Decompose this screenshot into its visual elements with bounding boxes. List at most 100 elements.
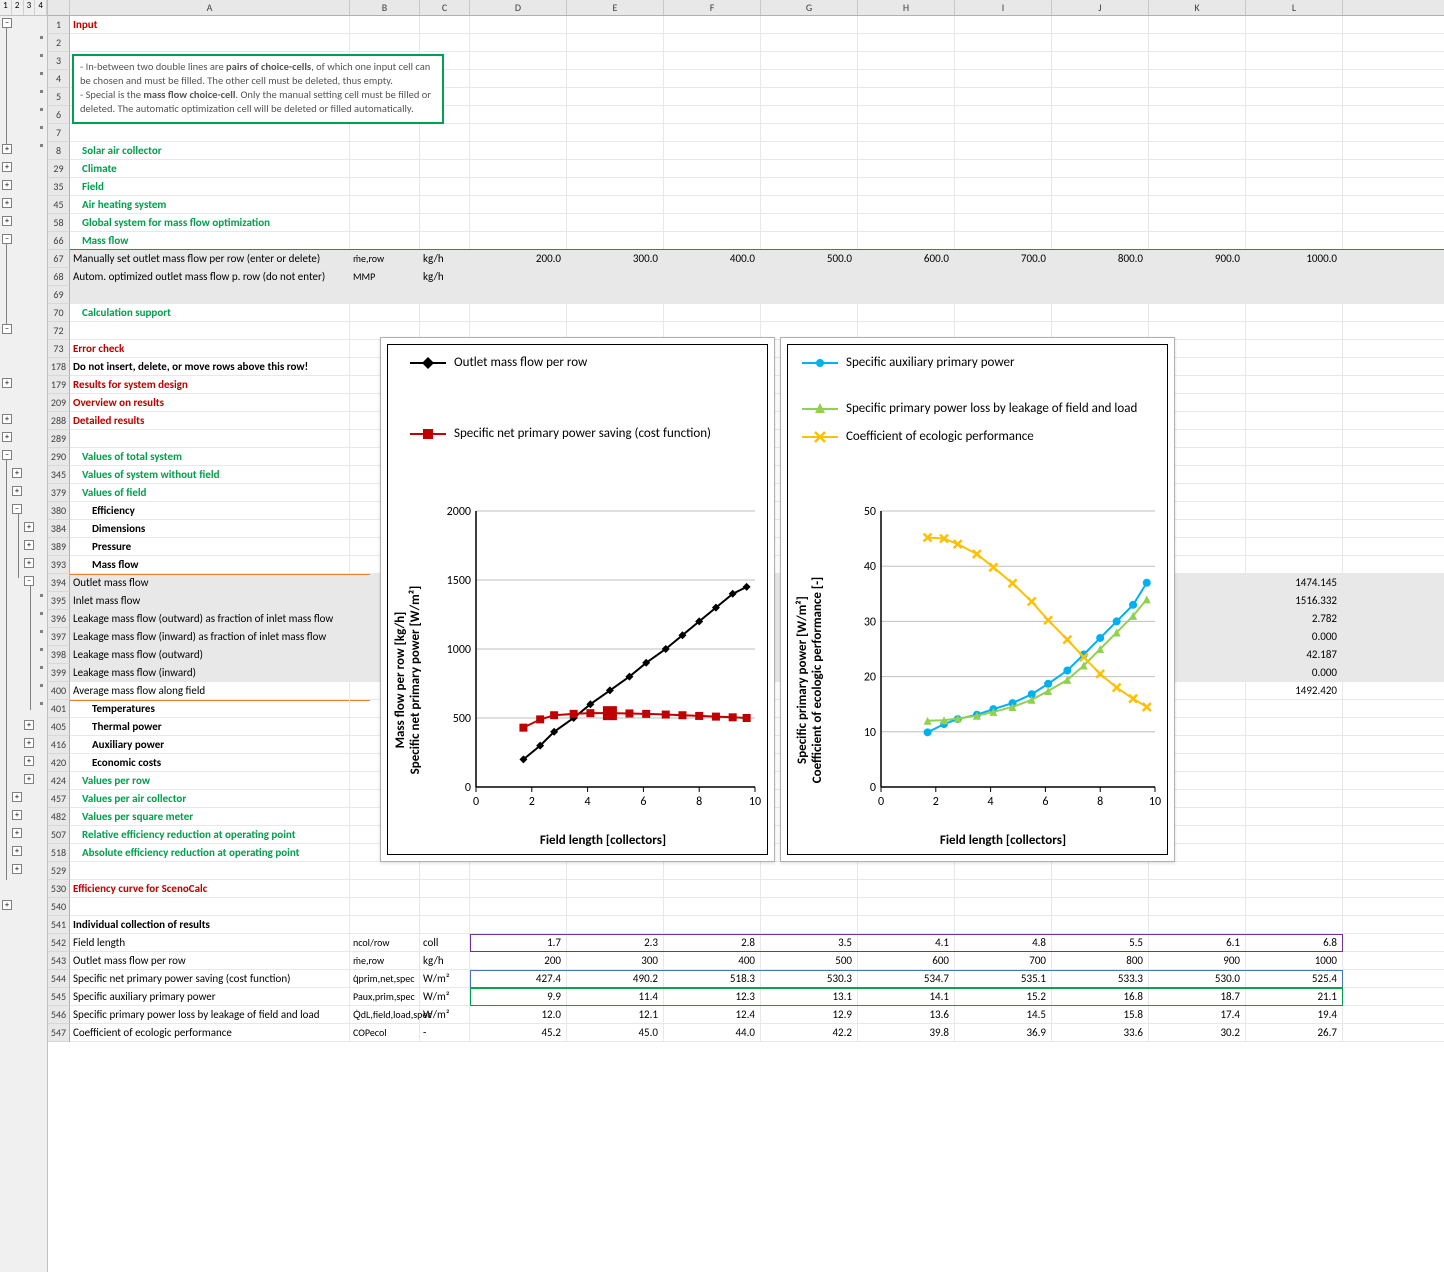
row[interactable]: Manually set outlet mass flow per row (e… [70,250,1444,268]
cell[interactable] [761,70,858,87]
outline-btn[interactable]: + [24,738,34,748]
cell[interactable] [470,214,567,231]
row[interactable]: Field [70,178,1444,196]
row[interactable]: Specific primary power loss by leakage o… [70,1006,1444,1024]
cell[interactable]: ṁe,row [350,952,420,969]
cell[interactable]: 44.0 [664,1024,761,1041]
cell[interactable] [664,196,761,213]
row-header[interactable]: 4 [48,70,70,88]
cell[interactable]: Leakage mass flow (outward) [70,646,350,663]
cell[interactable]: Values per row [70,772,350,789]
cell[interactable]: 1516.332 [1246,592,1343,609]
cell[interactable] [567,214,664,231]
cell[interactable] [1246,520,1343,537]
cell[interactable] [1149,268,1246,285]
cell[interactable] [955,196,1052,213]
row-header[interactable]: 66 [48,232,70,250]
cell[interactable] [1052,880,1149,897]
cell[interactable] [761,916,858,933]
cell[interactable]: 1.7 [470,934,567,951]
cell[interactable] [420,142,470,159]
cell[interactable] [858,160,955,177]
outline-btn[interactable]: + [24,558,34,568]
cell[interactable]: 533.3 [1052,970,1149,987]
row-header[interactable]: 69 [48,286,70,304]
cell[interactable] [1246,862,1343,879]
cell[interactable] [1246,196,1343,213]
cell[interactable]: 21.1 [1246,988,1343,1005]
col-header-L[interactable]: L [1246,0,1343,15]
cell[interactable]: 4.1 [858,934,955,951]
cell[interactable]: 534.7 [858,970,955,987]
cell[interactable] [70,34,350,51]
cell[interactable] [761,106,858,123]
row-header[interactable]: 542 [48,934,70,952]
outline-btn[interactable]: + [2,900,12,910]
cell[interactable] [1149,232,1246,249]
cell[interactable] [955,880,1052,897]
cell[interactable] [858,70,955,87]
cell[interactable] [1246,466,1343,483]
row-header[interactable]: 543 [48,952,70,970]
cell[interactable] [1052,34,1149,51]
cell[interactable]: 26.7 [1246,1024,1343,1041]
cell[interactable]: 16.8 [1052,988,1149,1005]
cell[interactable] [1149,304,1246,321]
chart-mass-flow[interactable]: Outlet mass flow per row Specific net pr… [380,337,775,862]
cell[interactable] [567,142,664,159]
outline-btn[interactable]: + [2,378,12,388]
row-header[interactable]: 395 [48,592,70,610]
cell[interactable]: Absolute efficiency reduction at operati… [70,844,350,861]
cell[interactable] [420,34,470,51]
cell[interactable] [1246,322,1343,339]
row-header[interactable]: 5 [48,88,70,106]
cell[interactable]: 19.4 [1246,1006,1343,1023]
cell[interactable] [1149,880,1246,897]
cell[interactable]: Field length [70,934,350,951]
row[interactable]: Input [70,16,1444,34]
cell[interactable]: 500 [761,952,858,969]
cell[interactable] [470,16,567,33]
cell[interactable] [955,214,1052,231]
cell[interactable] [761,268,858,285]
cell[interactable]: 200.0 [470,250,567,267]
row-header[interactable]: 397 [48,628,70,646]
cell[interactable] [420,862,470,879]
cell[interactable] [1149,142,1246,159]
row-header[interactable]: 72 [48,322,70,340]
row-header[interactable]: 541 [48,916,70,934]
cell[interactable] [420,232,470,249]
cell[interactable] [350,16,420,33]
cell[interactable]: 400.0 [664,250,761,267]
cell[interactable] [761,214,858,231]
row-header[interactable]: 73 [48,340,70,358]
cell[interactable]: Dimensions [70,520,350,537]
row[interactable]: Coefficient of ecologic performanceCOPec… [70,1024,1444,1042]
cell[interactable]: 36.9 [955,1024,1052,1041]
cell[interactable] [1246,106,1343,123]
cell[interactable] [858,196,955,213]
cell[interactable] [1052,52,1149,69]
cell[interactable]: 800 [1052,952,1149,969]
cell[interactable] [664,232,761,249]
row-header[interactable]: 178 [48,358,70,376]
cell[interactable] [470,178,567,195]
row-header[interactable]: 384 [48,520,70,538]
cell[interactable] [420,16,470,33]
col-header-D[interactable]: D [470,0,567,15]
cell[interactable] [761,16,858,33]
cell[interactable] [1052,196,1149,213]
cell[interactable] [1246,898,1343,915]
cell[interactable] [1052,70,1149,87]
cell[interactable]: 6.1 [1149,934,1246,951]
cell[interactable] [858,862,955,879]
cell[interactable] [1149,214,1246,231]
cell[interactable] [1149,286,1246,303]
cell[interactable] [420,880,470,897]
cell[interactable] [470,898,567,915]
cell[interactable] [858,304,955,321]
cell[interactable]: 12.9 [761,1006,858,1023]
cell[interactable]: Efficiency [70,502,350,519]
cell[interactable]: Solar air collector [70,142,350,159]
cell[interactable] [664,160,761,177]
